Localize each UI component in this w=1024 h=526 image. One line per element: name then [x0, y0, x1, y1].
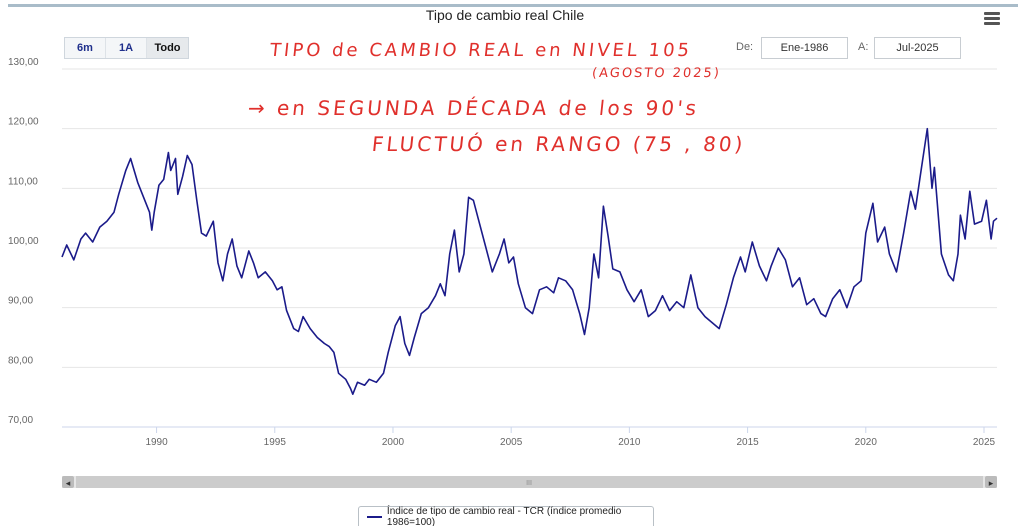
legend-label: Índice de tipo de cambio real - TCR (índ…	[386, 505, 622, 526]
navigator: ◂ ▸ III	[62, 476, 997, 488]
range-button-todo[interactable]: Todo	[147, 38, 188, 58]
hamburger-menu-icon[interactable]	[984, 12, 1000, 26]
y-tick-label: 110,00	[8, 176, 38, 187]
series-line-tcr	[61, 127, 998, 395]
to-date-input[interactable]	[874, 37, 961, 59]
x-axis: 1990 1995 2000 2005 2010 2015 2020 2025	[145, 427, 996, 448]
annotation-line-4: FLUCTUÓ en RANGO (75 , 80)	[370, 132, 747, 156]
chart-grid	[62, 68, 997, 428]
chart-title: Tipo de cambio real Chile	[425, 7, 585, 23]
annotation-line-1: TIPO de CAMBIO REAL en NIVEL 105	[268, 40, 694, 61]
navigator-left-button[interactable]	[62, 476, 74, 488]
x-tick-label: 2025	[973, 437, 996, 448]
x-tick-label: 2020	[855, 437, 878, 448]
y-tick-label: 90,00	[8, 296, 33, 307]
y-tick-label: 100,00	[8, 236, 39, 247]
chart-legend[interactable]: Índice de tipo de cambio real - TCR (índ…	[358, 506, 654, 526]
x-tick-label: 2000	[382, 437, 405, 448]
y-axis: 70,00 80,00 90,00 100,00 110,00 120,00 130,00	[8, 57, 39, 426]
annotation-line-3: → en SEGUNDA DÉCADA de los 90's	[246, 96, 701, 120]
annotation-line-2: (AGOSTO 2025)	[591, 66, 722, 81]
legend-swatch	[367, 515, 382, 518]
x-tick-label: 2010	[618, 437, 641, 448]
y-tick-label: 80,00	[8, 355, 33, 366]
y-tick-label: 130,00	[8, 57, 39, 68]
from-date-label: De:	[736, 41, 754, 53]
navigator-grip-icon: III	[526, 480, 532, 487]
range-selector: 6m 1A Todo	[64, 37, 189, 59]
navigator-left-arrow-icon: ◂	[66, 478, 71, 488]
range-button-1a[interactable]: 1A	[106, 38, 147, 58]
navigator-right-button[interactable]	[985, 476, 997, 488]
range-button-6m[interactable]: 6m	[65, 38, 106, 58]
x-tick-label: 2005	[500, 437, 523, 448]
y-tick-label: 120,00	[8, 117, 39, 128]
navigator-thumb[interactable]	[76, 476, 983, 488]
header-top-rule	[8, 4, 1018, 7]
from-date-input[interactable]	[761, 37, 848, 59]
y-tick-label: 70,00	[8, 415, 33, 426]
x-tick-label: 1995	[264, 437, 287, 448]
x-tick-label: 2015	[736, 437, 759, 448]
x-tick-label: 1990	[145, 437, 168, 448]
to-date-label: A:	[858, 41, 869, 53]
navigator-right-arrow-icon: ▸	[989, 478, 994, 488]
